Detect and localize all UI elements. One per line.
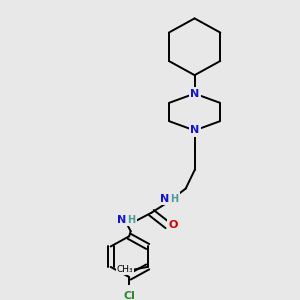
Text: N: N bbox=[190, 88, 199, 99]
Text: O: O bbox=[169, 220, 178, 230]
Text: N: N bbox=[190, 125, 199, 136]
Text: CH₃: CH₃ bbox=[116, 265, 133, 274]
Text: Cl: Cl bbox=[123, 291, 135, 300]
Text: H: H bbox=[128, 215, 136, 225]
Text: N: N bbox=[117, 215, 126, 225]
Text: H: H bbox=[170, 194, 178, 203]
Text: N: N bbox=[160, 194, 169, 203]
